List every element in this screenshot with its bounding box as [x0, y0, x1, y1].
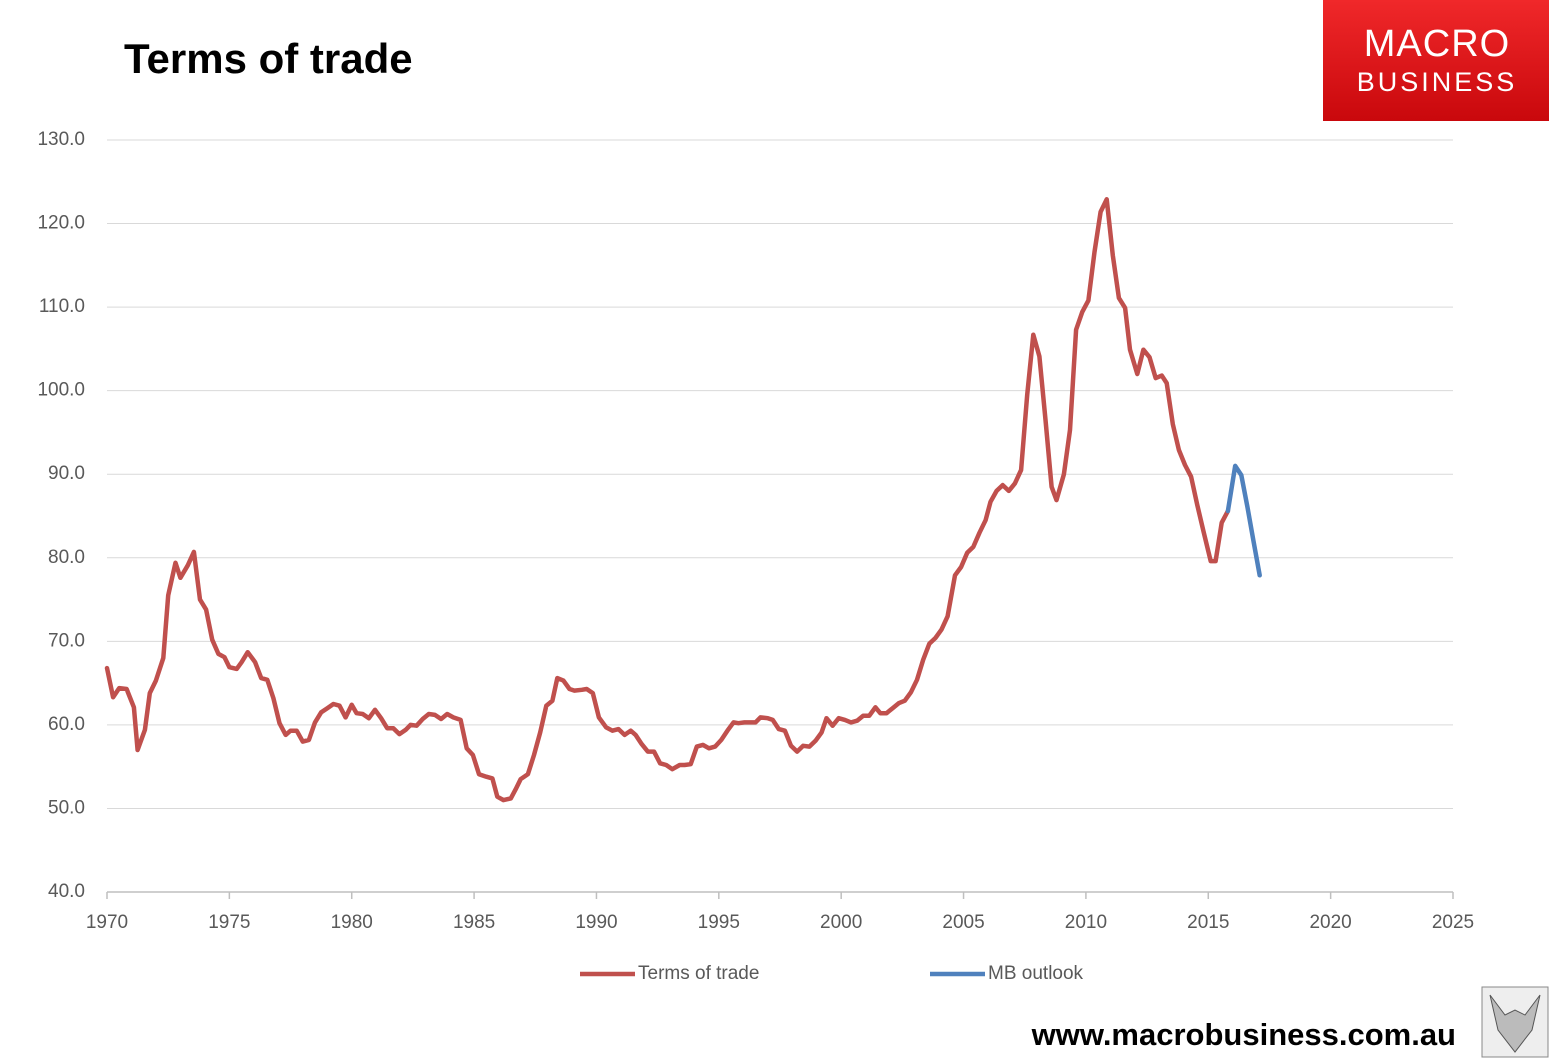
legend-label: Terms of trade: [638, 963, 759, 984]
logo-box: [1323, 0, 1549, 121]
series-line: [104, 197, 1231, 803]
y-tick-label: 50.0: [48, 797, 85, 818]
x-tick-label: 1995: [698, 912, 740, 933]
x-tick-label: 2020: [1309, 912, 1351, 933]
fox-icon: [1489, 994, 1541, 1053]
y-tick-label: 70.0: [48, 630, 85, 651]
logo-text: MACRO: [1364, 23, 1510, 65]
x-tick-label: 1970: [86, 912, 128, 933]
series-line: [1225, 463, 1262, 578]
x-tick-label: 1985: [453, 912, 495, 933]
x-tick-label: 2015: [1187, 912, 1229, 933]
x-tick-label: 1990: [575, 912, 617, 933]
x-tick-label: 2025: [1432, 912, 1474, 933]
y-tick-label: 120.0: [37, 213, 85, 234]
footer-url: www.macrobusiness.com.au: [1031, 1017, 1456, 1052]
logo-text: BUSINESS: [1357, 67, 1518, 97]
y-tick-label: 60.0: [48, 714, 85, 735]
y-tick-label: 80.0: [48, 547, 85, 568]
y-tick-label: 130.0: [37, 129, 85, 150]
y-tick-label: 40.0: [48, 881, 85, 902]
x-tick-label: 2005: [942, 912, 984, 933]
x-tick-label: 2010: [1065, 912, 1107, 933]
x-tick-label: 1980: [331, 912, 373, 933]
chart-title: Terms of trade: [124, 35, 413, 82]
y-tick-label: 100.0: [37, 380, 85, 401]
x-tick-label: 1975: [208, 912, 250, 933]
legend-label: MB outlook: [988, 963, 1084, 984]
y-tick-label: 90.0: [48, 463, 85, 484]
y-tick-label: 110.0: [39, 296, 85, 317]
x-tick-label: 2000: [820, 912, 862, 933]
